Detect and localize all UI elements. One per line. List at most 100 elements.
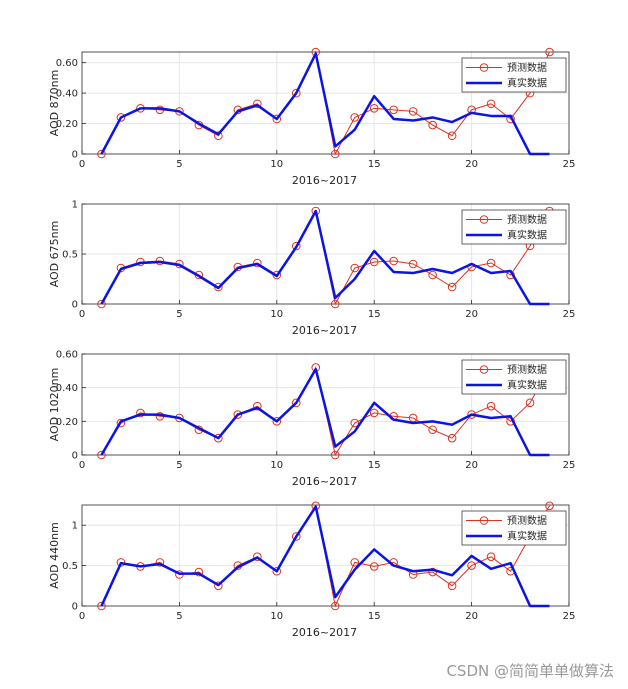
data-point-predicted <box>486 401 496 411</box>
x-tick-label: 5 <box>176 159 182 170</box>
series-line-actual <box>100 367 550 457</box>
data-point-predicted <box>525 398 535 408</box>
x-tick-label: 20 <box>465 309 478 320</box>
data-point-predicted <box>214 581 223 591</box>
y-tick-label: 0 <box>72 451 78 462</box>
chart-panel-1: 0 5 10 15 20 25 0 0.20 0.40 0.60 2016~2017 AOD 870n… <box>48 47 576 187</box>
data-point-predicted <box>272 566 282 576</box>
data-point-predicted <box>369 104 379 113</box>
data-point-predicted <box>214 433 223 443</box>
data-point-predicted <box>97 149 106 159</box>
y-tick-label: 0.5 <box>62 250 78 261</box>
data-point-predicted <box>369 408 379 418</box>
y-axis-label: AOD 675nm <box>48 221 61 288</box>
data-point-predicted <box>330 601 340 611</box>
data-point-predicted <box>545 501 554 511</box>
chart-panel-3: 0 5 10 15 20 25 0 0.20 0.40 0.60 2016~2017 AOD 1020… <box>48 350 575 489</box>
data-point-predicted <box>389 105 398 115</box>
axes-box <box>81 51 570 155</box>
data-point-predicted <box>428 270 437 280</box>
x-tick-label: 0 <box>79 159 85 170</box>
data-point-predicted <box>253 552 262 562</box>
x-tick-label: 0 <box>79 309 85 320</box>
data-point-predicted <box>253 99 262 109</box>
data-point-predicted <box>369 562 379 571</box>
data-point-predicted <box>408 107 418 116</box>
legend-label-predicted: 预测数据 <box>507 514 547 527</box>
legend-box <box>461 57 567 93</box>
y-tick-label: 0 <box>72 150 78 161</box>
y-tick-label: 0 <box>72 602 78 613</box>
legend-label-actual: 真实数据 <box>507 229 547 242</box>
series-line-actual <box>100 52 550 156</box>
legend-label-predicted: 预测数据 <box>507 61 547 74</box>
data-point-predicted <box>350 113 360 122</box>
x-axis-label: 2016~2017 <box>292 174 357 187</box>
legend-marker-predicted <box>479 63 489 72</box>
data-point-predicted <box>467 561 476 570</box>
x-tick-label: 25 <box>563 611 576 622</box>
data-point-predicted <box>369 257 379 267</box>
x-tick-label: 10 <box>270 309 283 320</box>
legend-marker-predicted <box>479 516 489 525</box>
data-point-predicted <box>291 241 301 251</box>
data-point-predicted <box>214 131 223 141</box>
legend-box <box>461 359 567 395</box>
y-axis-label: AOD 440nm <box>48 522 61 589</box>
x-tick-label: 15 <box>368 309 381 320</box>
y-tick-label: 0.60 <box>56 350 78 361</box>
chart-panel-2: 0 5 10 15 20 25 0 0.5 1 2016~2017 AOD 675nm 预测数据真实数… <box>48 200 575 338</box>
legend-box <box>461 510 567 546</box>
watermark: CSDN @简简单单做算法 <box>446 662 614 680</box>
legend-marker-predicted <box>479 365 489 374</box>
data-point-predicted <box>428 567 437 577</box>
y-axis-label: AOD 1020nm <box>48 368 61 442</box>
y-tick-label: 1 <box>72 521 78 532</box>
x-tick-label: 25 <box>563 309 576 320</box>
legend-label-actual: 真实数据 <box>507 77 547 90</box>
axes-box <box>81 353 570 456</box>
data-point-predicted <box>253 401 262 411</box>
data-point-predicted <box>350 558 360 567</box>
data-point-predicted <box>330 450 340 460</box>
y-tick-label: 1 <box>72 200 78 211</box>
x-tick-label: 5 <box>176 611 182 622</box>
x-tick-label: 0 <box>79 611 85 622</box>
legend-label-predicted: 预测数据 <box>507 213 547 226</box>
y-tick-label: 0.40 <box>56 89 78 100</box>
x-tick-label: 10 <box>270 159 283 170</box>
x-tick-label: 0 <box>79 460 85 471</box>
data-point-predicted <box>486 258 496 268</box>
y-tick-label: 0 <box>72 300 78 311</box>
data-point-predicted <box>545 47 554 57</box>
data-point-predicted <box>447 131 457 141</box>
x-tick-label: 10 <box>270 460 283 471</box>
x-tick-label: 15 <box>368 460 381 471</box>
x-tick-label: 25 <box>563 159 576 170</box>
series-line-actual <box>100 505 550 608</box>
x-tick-label: 10 <box>270 611 283 622</box>
x-tick-label: 20 <box>465 460 478 471</box>
legend-label-actual: 真实数据 <box>507 530 547 543</box>
axes-box <box>81 504 570 607</box>
x-tick-label: 20 <box>465 159 478 170</box>
y-tick-label: 0.5 <box>62 561 78 572</box>
data-point-predicted <box>253 258 262 268</box>
data-point-predicted <box>428 120 437 130</box>
data-point-predicted <box>408 259 418 269</box>
x-tick-label: 15 <box>368 611 381 622</box>
data-point-predicted <box>194 567 204 577</box>
y-tick-label: 0.60 <box>56 58 78 69</box>
data-point-predicted <box>486 552 496 562</box>
data-point-predicted <box>350 263 360 273</box>
data-point-predicted <box>97 601 106 611</box>
legend-box <box>461 209 567 245</box>
data-point-predicted <box>350 418 360 428</box>
data-point-predicted <box>291 532 301 541</box>
y-tick-label: 0.20 <box>56 417 78 428</box>
